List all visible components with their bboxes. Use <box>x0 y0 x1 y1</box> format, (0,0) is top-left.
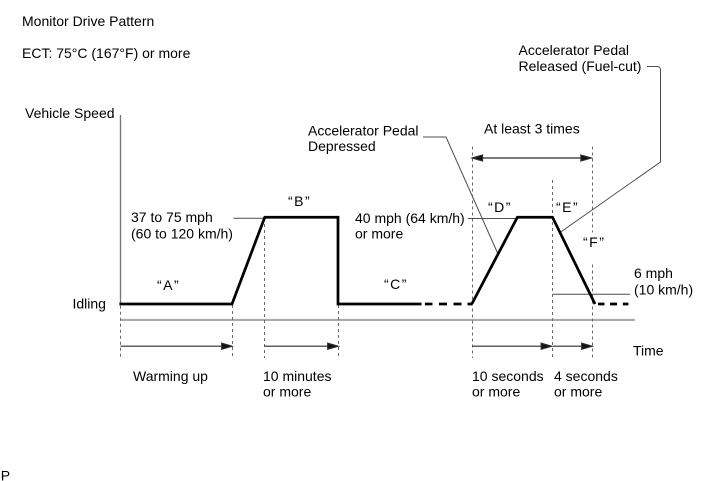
svg-text:“A”: “A” <box>157 277 180 293</box>
svg-text:6 mph: 6 mph <box>634 265 673 281</box>
svg-text:Vehicle Speed: Vehicle Speed <box>25 105 115 121</box>
svg-text:“B”: “B” <box>288 193 311 209</box>
svg-text:or more: or more <box>554 384 602 400</box>
svg-text:Released (Fuel-cut): Released (Fuel-cut) <box>519 58 642 74</box>
svg-text:Monitor Drive Pattern: Monitor Drive Pattern <box>22 13 154 29</box>
svg-text:Time: Time <box>633 343 664 359</box>
svg-text:Accelerator Pedal: Accelerator Pedal <box>519 42 630 58</box>
svg-text:40 mph (64 km/h): 40 mph (64 km/h) <box>355 210 465 226</box>
svg-text:or more: or more <box>472 384 520 400</box>
svg-text:Depressed: Depressed <box>308 138 376 154</box>
svg-text:“C”: “C” <box>384 276 408 292</box>
svg-text:P: P <box>1 467 10 481</box>
svg-text:10 seconds: 10 seconds <box>472 368 544 384</box>
svg-text:(10 km/h): (10 km/h) <box>634 282 693 298</box>
svg-text:Warming up: Warming up <box>133 368 208 384</box>
svg-text:or more: or more <box>355 226 403 242</box>
svg-text:“F”: “F” <box>583 234 605 250</box>
svg-text:At least 3 times: At least 3 times <box>484 121 580 137</box>
svg-text:Accelerator Pedal: Accelerator Pedal <box>308 123 419 139</box>
svg-text:“D”: “D” <box>488 199 512 215</box>
svg-text:(60 to 120 km/h): (60 to 120 km/h) <box>131 226 233 242</box>
svg-text:ECT: 75°C (167°F) or more: ECT: 75°C (167°F) or more <box>22 45 191 61</box>
svg-text:Idling: Idling <box>73 296 106 312</box>
svg-text:10 minutes: 10 minutes <box>263 368 331 384</box>
svg-text:4 seconds: 4 seconds <box>554 368 618 384</box>
svg-text:or more: or more <box>263 384 311 400</box>
svg-text:37 to 75 mph: 37 to 75 mph <box>131 209 213 225</box>
svg-text:“E”: “E” <box>556 199 579 215</box>
